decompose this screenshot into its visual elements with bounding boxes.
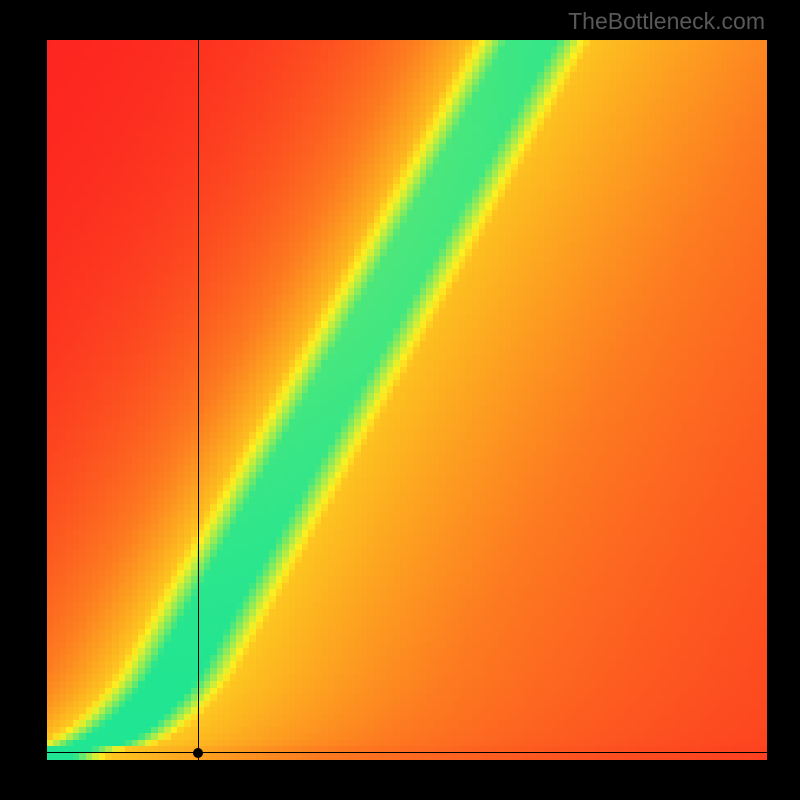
- chart-container: TheBottleneck.com: [0, 0, 800, 800]
- watermark-text: TheBottleneck.com: [568, 8, 765, 35]
- crosshair-marker: [193, 748, 203, 758]
- bottleneck-heatmap: [47, 40, 767, 760]
- crosshair-vertical: [198, 40, 199, 760]
- crosshair-horizontal: [47, 752, 767, 753]
